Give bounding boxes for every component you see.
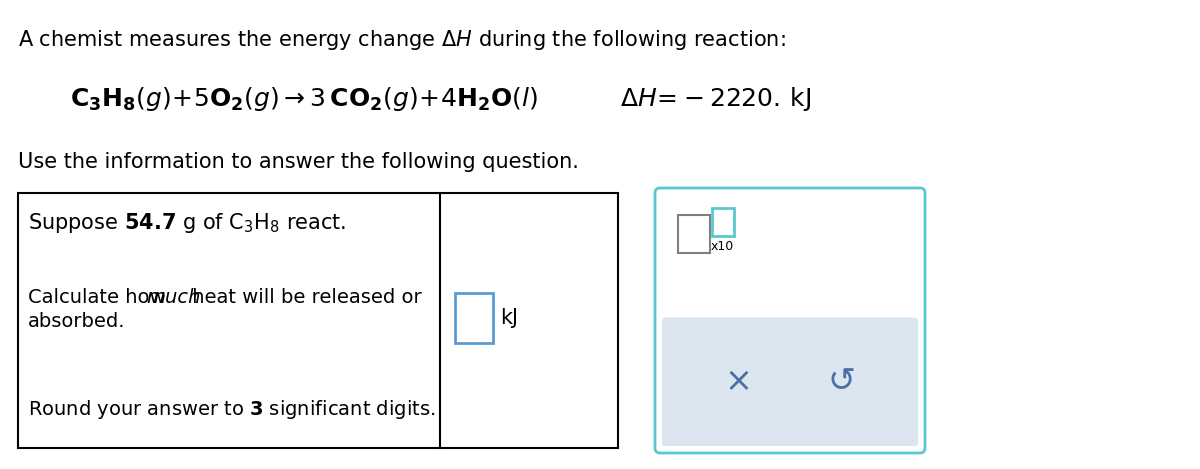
Text: Use the information to answer the following question.: Use the information to answer the follow… — [18, 152, 578, 172]
FancyBboxPatch shape — [678, 215, 710, 253]
Text: absorbed.: absorbed. — [28, 312, 126, 331]
FancyBboxPatch shape — [18, 193, 618, 448]
Text: Suppose $\mathbf{54.7}$ g of $\mathrm{C_3H_8}$ react.: Suppose $\mathbf{54.7}$ g of $\mathrm{C_… — [28, 211, 347, 235]
Text: Round your answer to $\mathbf{3}$ significant digits.: Round your answer to $\mathbf{3}$ signif… — [28, 398, 436, 421]
Text: much: much — [146, 288, 200, 307]
FancyBboxPatch shape — [662, 318, 918, 446]
Text: Calculate how: Calculate how — [28, 288, 172, 307]
Text: kJ: kJ — [500, 308, 518, 328]
Text: A chemist measures the energy change $\Delta\mathit{H}$ during the following rea: A chemist measures the energy change $\D… — [18, 28, 786, 52]
Text: ×: × — [724, 365, 752, 398]
FancyBboxPatch shape — [455, 293, 493, 343]
FancyBboxPatch shape — [655, 188, 925, 453]
Text: ↺: ↺ — [828, 365, 856, 398]
Text: heat will be released or: heat will be released or — [186, 288, 421, 307]
FancyBboxPatch shape — [712, 208, 734, 236]
Text: $\Delta\mathit{H}\!=\!-2220.\,\mathrm{kJ}$: $\Delta\mathit{H}\!=\!-2220.\,\mathrm{kJ… — [620, 85, 811, 113]
Text: $\mathbf{C_3H_8}(g)\!+\!5\mathbf{O_2}(g)\rightarrow 3\,\mathbf{CO_2}(g)\!+\!4\ma: $\mathbf{C_3H_8}(g)\!+\!5\mathbf{O_2}(g)… — [70, 85, 538, 113]
Text: x10: x10 — [710, 240, 734, 253]
